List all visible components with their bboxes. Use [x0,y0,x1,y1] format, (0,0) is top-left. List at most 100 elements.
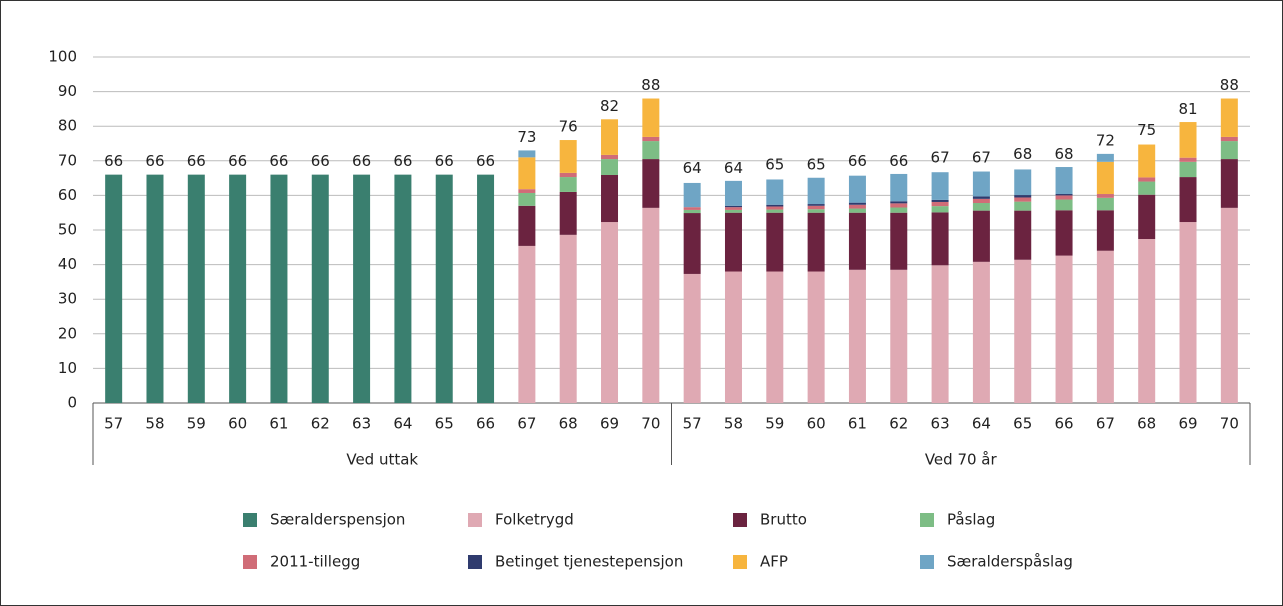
bar-segment [1220,141,1238,160]
bar-segment [1096,194,1114,198]
bar-segment [518,205,536,246]
total-label: 66 [228,152,247,170]
total-label: 68 [1055,145,1074,163]
bar-segment [972,196,990,199]
x-tick-label: 62 [889,415,908,433]
bar-segment [1096,210,1114,251]
total-label: 66 [476,152,495,170]
bar-segment [890,212,908,270]
bar-segment [848,269,866,403]
bar-segment [766,206,784,210]
bar-segment [146,174,164,403]
y-tick-label: 70 [58,151,77,169]
bar-segment [518,192,536,206]
bar-segment [766,179,784,205]
y-tick-label: 10 [58,359,77,377]
bar-segment [601,174,619,223]
bar-segment [724,209,742,213]
bar-segment [683,213,701,274]
bar-segment [559,177,577,192]
total-label: 66 [848,152,867,170]
bar-segment [642,207,660,403]
bar-segment [1220,98,1238,137]
bar-segment [848,175,866,203]
bar-segment [972,203,990,211]
total-label: 81 [1178,100,1197,118]
x-tick-label: 69 [1178,415,1197,433]
total-label: 76 [559,118,578,136]
x-tick-label: 58 [724,415,743,433]
bar-segment [724,271,742,403]
bar-segment [766,209,784,213]
bar-segment [435,174,453,403]
total-label: 73 [517,128,536,146]
x-tick-label: 59 [765,415,784,433]
total-label: 65 [765,156,784,174]
legend-label: Særalderspåslag [947,553,1073,571]
bar-segment [601,119,619,155]
bar-segment [807,271,825,403]
x-tick-label: 64 [972,415,991,433]
y-tick-label: 30 [58,290,77,308]
total-label: 67 [931,149,950,167]
x-tick-label: 61 [269,415,288,433]
bar-segment [931,201,949,207]
bar-segment [1179,157,1197,162]
legend-label: Påslag [947,511,995,529]
legend-swatch [243,555,257,569]
bar-segment [766,204,784,207]
bar-segment [559,234,577,403]
bar-segment [1138,194,1156,239]
legend-swatch [920,555,934,569]
total-label: 68 [1013,145,1032,163]
bar-segment [931,265,949,403]
y-tick-label: 60 [58,186,77,204]
legend-label: Betinget tjenestepensjon [495,553,683,571]
bar-segment [105,174,123,403]
bar-segment [848,202,866,205]
bar-segment [766,271,784,403]
bar-segment [187,174,205,403]
bar-segment [1055,255,1073,403]
legend-label: Folketrygd [495,511,574,529]
total-label: 64 [724,159,743,177]
bar-segment [518,150,536,158]
bar-segment [890,269,908,403]
bar-segment [1014,169,1032,196]
group-label: Ved 70 år [925,451,998,469]
total-label: 66 [435,152,454,170]
total-label: 67 [972,149,991,167]
total-label: 66 [311,152,330,170]
bar-segment [931,172,949,200]
legend-swatch [733,555,747,569]
bar-segment [766,212,784,272]
total-label: 72 [1096,131,1115,149]
y-tick-label: 0 [67,394,77,412]
bar-segment [890,173,908,202]
legend-label: Brutto [760,511,807,529]
x-tick-label: 61 [848,415,867,433]
bar-segment [1014,259,1032,403]
bar-segment [807,205,825,210]
bar-segment [890,201,908,204]
bar-segment [1220,207,1238,403]
y-tick-label: 90 [58,82,77,100]
total-label: 64 [683,159,702,177]
x-tick-label: 63 [931,415,950,433]
x-tick-label: 65 [435,415,454,433]
bar-segment [353,174,371,403]
bar-segment [518,157,536,190]
group-label: Ved uttak [346,451,418,469]
total-label: 66 [352,152,371,170]
x-tick-label: 68 [559,415,578,433]
bar-segment [807,204,825,206]
x-tick-label: 70 [641,415,660,433]
bar-segment [972,261,990,403]
bar-segment [931,199,949,202]
bar-segment [890,207,908,213]
bar-segment [1055,194,1073,196]
bar-segment [642,98,660,137]
bar-segment [683,209,701,214]
legend-swatch [920,513,934,527]
